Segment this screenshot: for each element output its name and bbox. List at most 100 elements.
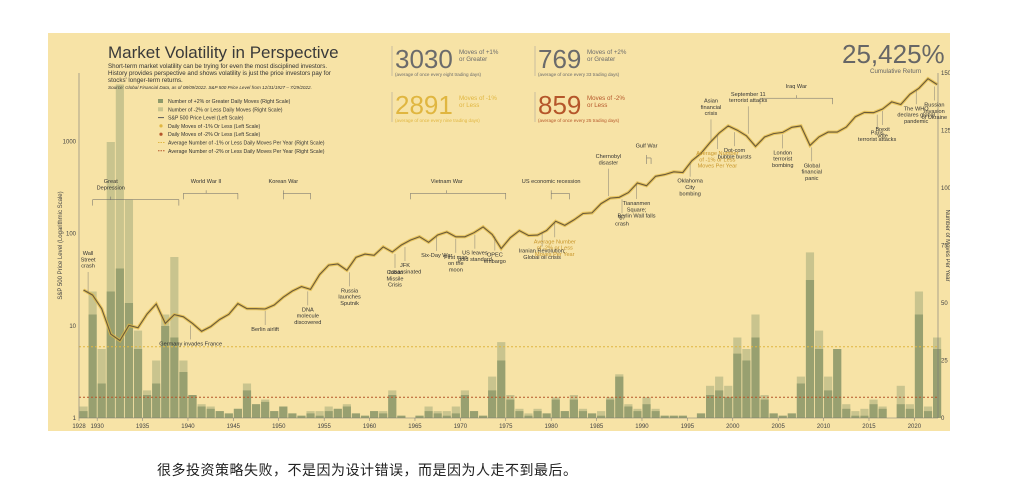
bar-up-moves	[869, 404, 878, 418]
annotation-label: Depression	[97, 185, 125, 191]
bar-up-moves	[397, 415, 406, 418]
bar-up-moves	[206, 408, 215, 418]
annotation-label: crash	[81, 264, 95, 270]
bar-up-moves	[297, 415, 306, 418]
bar-up-moves	[379, 413, 388, 418]
annotation-label: discovered	[294, 320, 321, 326]
annotation-label: Average Number	[534, 239, 576, 245]
annotation-label: crash	[615, 222, 629, 228]
bar-up-moves	[569, 399, 578, 418]
y-left-tick-label: 10	[69, 324, 76, 330]
annotation-label: molecule	[297, 314, 319, 320]
annotation-label: JFK	[400, 263, 410, 269]
x-tick-label: 1990	[635, 424, 649, 430]
annotation-label: embargo	[484, 259, 506, 265]
annotation-label: financial	[701, 105, 722, 111]
bar-up-moves	[515, 411, 524, 418]
bar-up-moves	[161, 326, 170, 418]
source-note: Source: Global Financial Data, as of 08/…	[108, 85, 312, 90]
legend-label: Daily Moves of -2% Or Less (Left Scale)	[168, 132, 261, 138]
cumulative-return-label: Cumulative Return	[870, 68, 922, 75]
annotation-label: World War II	[191, 179, 222, 185]
bar-up-moves	[270, 411, 279, 418]
x-tick-label: 2015	[862, 424, 876, 430]
annotation-label: Tiananmen	[623, 201, 651, 207]
bar-up-moves	[279, 406, 288, 418]
annotation-label: moon	[449, 267, 463, 273]
stat-label: or Less	[587, 102, 607, 109]
annotation-label: London	[773, 150, 792, 156]
bar-up-moves	[860, 415, 869, 418]
x-tick-label: 1945	[227, 424, 241, 430]
bar-up-moves	[315, 415, 324, 418]
bar-up-moves	[433, 413, 442, 418]
annotation-label: bubble bursts	[718, 154, 752, 160]
bar-up-moves	[415, 415, 424, 418]
bar-up-moves	[469, 411, 479, 418]
annotation-label: The WHO	[904, 106, 930, 112]
y-right-tick-label: 150	[941, 71, 950, 77]
bar-up-moves	[224, 413, 233, 418]
bar-up-moves	[923, 411, 933, 418]
annotation-label: Global	[804, 163, 820, 169]
bar-up-moves	[197, 406, 206, 418]
annotation-label: bombing	[679, 191, 700, 197]
bar-up-moves	[88, 314, 97, 418]
bar-up-moves	[696, 413, 706, 418]
y-left-tick-label: 1	[73, 416, 77, 422]
annotation-label: Berlin Wall falls	[618, 214, 656, 220]
volatility-chart: 1928 1930 1935 1940 1945 1950 1955 1960 1965 1970…	[58, 39, 950, 430]
legend-label: Daily Moves of -1% Or Less (Left Scale)	[168, 124, 261, 130]
bar-up-moves	[261, 401, 270, 418]
annotation-label: Great	[104, 179, 118, 185]
x-tick-label: 1965	[408, 424, 422, 430]
bar-up-moves	[152, 383, 161, 418]
stat-note: (average of once every 25 trading days)	[538, 118, 620, 123]
bar-down-moves	[451, 406, 460, 418]
legend-swatch	[159, 132, 163, 136]
legend-swatch	[159, 124, 163, 128]
bar-up-moves	[760, 399, 769, 418]
annotation-label: crisis	[705, 111, 718, 117]
bar-up-moves	[824, 390, 833, 418]
annotation-label: on the	[448, 261, 464, 267]
x-tick-label: 1930	[90, 424, 104, 430]
bar-up-moves	[324, 411, 333, 418]
bar-up-moves	[587, 413, 597, 418]
annotation-label: vote	[877, 133, 888, 139]
y-right-tick-label: 100	[941, 186, 950, 192]
stat-number: 3030	[395, 44, 453, 74]
price-line	[83, 77, 938, 342]
x-tick-label: 1935	[136, 424, 150, 430]
x-tick-label: 1970	[454, 424, 468, 430]
legend-label: Average Number of -2% or Less Daily Move…	[168, 149, 325, 155]
bar-up-moves	[606, 399, 615, 418]
annotation-label: financial	[802, 170, 823, 176]
bar-down-moves	[896, 385, 905, 418]
bar-up-moves	[451, 413, 460, 418]
annotation-bracket	[283, 190, 311, 200]
x-tick-label: 2005	[772, 424, 786, 430]
subtitle-line-1: Short-term market volatility can be tryi…	[108, 63, 327, 70]
annotation-label: City	[685, 185, 695, 191]
annotation-label: Moves Per Year	[535, 252, 575, 258]
stat-label: Moves of +1%	[459, 49, 499, 56]
annotation-label: '87	[618, 215, 625, 221]
chart-panel: 1928 1930 1935 1940 1945 1950 1955 1960 1965 1970…	[48, 33, 950, 431]
bar-up-moves	[733, 353, 742, 418]
stat-note: (average of once every eight trading day…	[395, 72, 482, 77]
bar-up-moves	[233, 408, 242, 418]
bar-up-moves	[842, 408, 851, 418]
bar-up-moves	[551, 399, 560, 418]
annotation-label: terrorist	[773, 157, 792, 163]
bar-up-moves	[805, 280, 815, 418]
bar-up-moves	[97, 383, 106, 418]
bar-up-moves	[133, 349, 143, 418]
annotation-label: Cuban	[387, 270, 403, 276]
stat-label: Moves of +2%	[587, 49, 627, 56]
bar-up-moves	[179, 372, 188, 418]
annotation-label: Crisis	[388, 283, 402, 289]
legend-swatch	[158, 99, 163, 103]
annotation-label: Square;	[627, 207, 647, 213]
annotation-label: First man	[444, 255, 467, 261]
